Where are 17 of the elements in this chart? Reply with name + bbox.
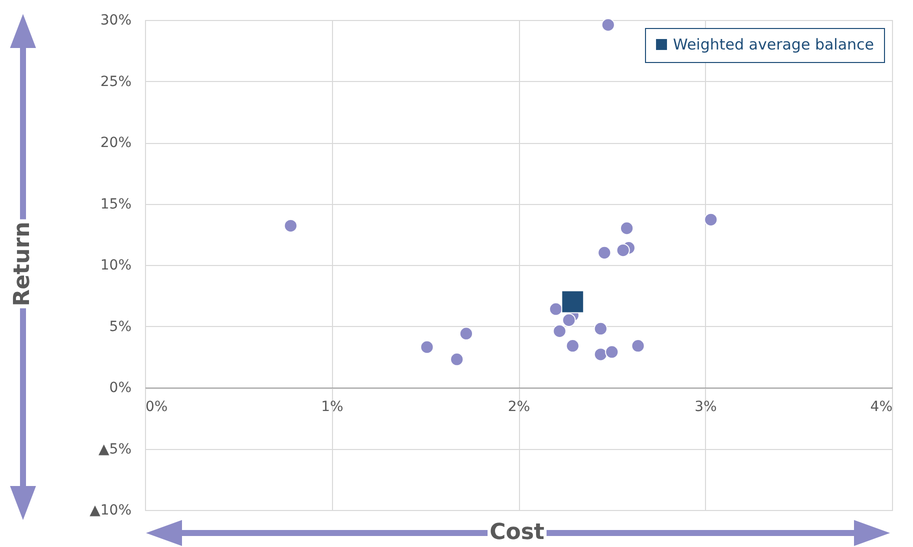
y-tick-label: 30% <box>100 12 132 28</box>
x-tick-label: 3% <box>694 399 717 415</box>
x-tick-label: 2% <box>508 399 530 415</box>
y-tick-label: ▲5% <box>98 441 132 458</box>
x-tick-label: 1% <box>321 399 344 415</box>
x-tick-label: 0% <box>146 399 168 415</box>
y-tick-label: 0% <box>109 380 132 396</box>
y-tick-label: 15% <box>100 196 132 212</box>
y-axis-title: Return <box>10 220 36 308</box>
y-tick-label: 10% <box>100 258 132 274</box>
x-axis-title: Cost <box>488 520 546 546</box>
y-tick-label: 20% <box>100 135 132 151</box>
x-tick-label: 4% <box>870 399 892 415</box>
y-tick-label: ▲10% <box>90 502 132 518</box>
legend-label: Weighted average balance <box>673 36 874 54</box>
y-tick-label: 5% <box>109 318 132 335</box>
y-tick-label: 25% <box>100 74 132 90</box>
